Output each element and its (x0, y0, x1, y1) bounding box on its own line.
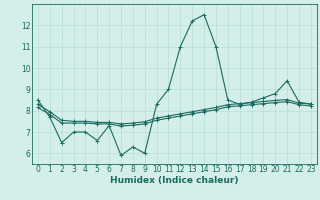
X-axis label: Humidex (Indice chaleur): Humidex (Indice chaleur) (110, 176, 239, 185)
